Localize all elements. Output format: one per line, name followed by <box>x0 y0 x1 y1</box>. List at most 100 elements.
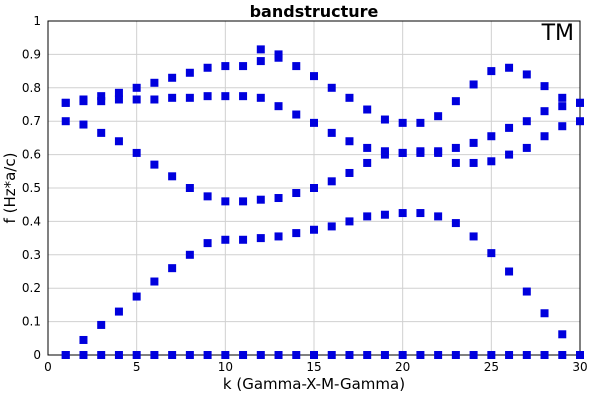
data-point-band-4 <box>505 123 514 132</box>
data-point-band-4 <box>292 110 301 119</box>
data-point-band-1 <box>168 351 177 359</box>
y-tick-label: 1 <box>33 14 41 28</box>
x-axis-ticks: 0 5 10 15 20 25 30 <box>44 360 587 374</box>
data-point-band-3 <box>558 122 567 131</box>
y-tick-label: 0.2 <box>22 281 41 295</box>
y-tick-label: 0.6 <box>22 148 41 162</box>
data-point-band-1 <box>150 351 159 359</box>
data-point-band-1 <box>345 351 354 359</box>
x-tick-label: 10 <box>218 360 233 374</box>
data-point-band-4 <box>398 148 407 157</box>
data-point-band-1 <box>380 351 389 359</box>
data-point-band-5 <box>239 62 248 71</box>
data-point-band-4 <box>451 143 460 152</box>
y-tick-label: 0.7 <box>22 114 41 128</box>
y-tick-label: 0.4 <box>22 214 41 228</box>
data-point-band-1 <box>487 351 496 359</box>
data-point-band-1 <box>398 351 407 359</box>
data-point-band-3 <box>150 160 159 169</box>
data-point-band-1 <box>79 351 88 359</box>
data-point-band-4 <box>97 97 106 106</box>
data-point-band-1 <box>416 351 425 359</box>
data-point-band-2 <box>434 212 443 221</box>
data-point-band-3 <box>168 172 177 181</box>
data-point-band-2 <box>203 239 212 248</box>
data-point-band-4 <box>380 147 389 156</box>
data-point-band-3 <box>505 150 514 159</box>
data-point-band-5 <box>132 83 141 92</box>
data-point-band-3 <box>97 128 106 137</box>
data-point-band-4 <box>221 92 230 101</box>
data-point-band-1 <box>185 351 194 359</box>
data-point-band-5 <box>327 83 336 92</box>
data-point-band-4 <box>114 95 123 104</box>
data-point-band-2 <box>451 219 460 228</box>
data-point-band-2 <box>345 217 354 226</box>
data-point-band-1 <box>363 351 372 359</box>
data-point-band-5 <box>256 57 265 66</box>
data-point-band-3 <box>327 177 336 186</box>
data-point-band-4 <box>150 95 159 104</box>
data-point-band-5 <box>505 63 514 72</box>
data-point-band-3 <box>292 189 301 198</box>
data-point-band-4 <box>540 107 549 116</box>
data-point-band-2 <box>505 267 514 276</box>
data-point-band-5 <box>292 62 301 71</box>
data-point-band-5 <box>540 82 549 91</box>
data-point-band-4 <box>416 147 425 156</box>
data-point-band-5 <box>398 118 407 127</box>
x-tick-label: 25 <box>484 360 499 374</box>
data-point-band-4 <box>487 132 496 141</box>
data-point-band-5 <box>380 115 389 124</box>
data-point-band-5 <box>451 97 460 106</box>
data-point-band-2 <box>327 222 336 231</box>
data-point-band-4 <box>239 92 248 101</box>
data-point-band-3 <box>363 158 372 167</box>
data-point-band-2 <box>310 225 318 234</box>
data-point-band-4 <box>274 102 283 111</box>
data-point-band-3 <box>203 192 212 201</box>
data-point-band-3 <box>132 148 141 157</box>
data-point-band-5 <box>345 93 354 102</box>
data-point-band-2 <box>132 292 141 301</box>
data-point-band-5 <box>97 92 106 101</box>
data-point-band-4 <box>345 137 354 146</box>
data-point-band-2 <box>380 210 389 219</box>
data-point-band-5 <box>434 112 443 121</box>
data-point-band-5 <box>79 95 88 104</box>
data-point-band-1 <box>505 351 514 359</box>
data-point-band-2 <box>292 229 301 238</box>
data-point-band-3 <box>487 157 496 166</box>
data-point-band-1 <box>239 351 248 359</box>
data-point-band-5 <box>469 80 478 89</box>
data-point-band-2 <box>97 320 106 329</box>
data-point-band-1 <box>97 351 106 359</box>
data-point-band-2 <box>558 330 567 339</box>
data-point-band-5 <box>185 68 194 77</box>
data-point-band-5 <box>310 72 318 81</box>
y-tick-label: 0.3 <box>22 248 41 262</box>
data-point-band-1 <box>310 351 318 359</box>
data-point-band-5 <box>558 93 567 102</box>
data-point-band-4 <box>168 93 177 102</box>
data-point-band-2 <box>114 307 123 316</box>
y-tick-label: 0.5 <box>22 181 41 195</box>
x-axis-label: k (Gamma-X-M-Gamma) <box>223 375 405 393</box>
data-point-band-4 <box>522 117 531 126</box>
data-point-band-3 <box>79 120 88 129</box>
data-point-band-3 <box>469 158 478 167</box>
data-point-band-1 <box>558 351 567 359</box>
data-point-band-2 <box>540 309 549 318</box>
y-tick-label: 0.8 <box>22 81 41 95</box>
y-tick-label: 0.1 <box>22 315 41 329</box>
data-point-band-2 <box>150 277 159 286</box>
data-point-band-5 <box>487 67 496 76</box>
data-point-band-3 <box>61 117 70 126</box>
data-point-band-5 <box>221 62 230 71</box>
data-point-band-3 <box>274 194 283 203</box>
data-point-band-4 <box>327 128 336 137</box>
data-point-band-6 <box>274 50 283 59</box>
data-point-band-3 <box>522 143 531 152</box>
y-tick-label: 0.9 <box>22 47 41 61</box>
